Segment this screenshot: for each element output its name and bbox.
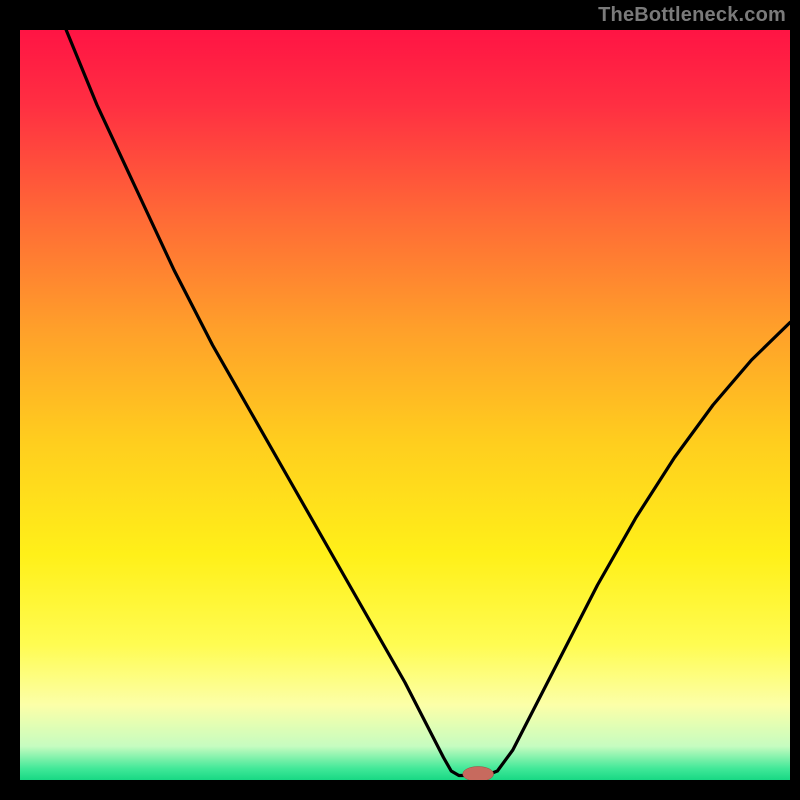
chart-frame: TheBottleneck.com bbox=[0, 0, 800, 800]
bottleneck-curve bbox=[20, 30, 790, 780]
valley-marker bbox=[463, 767, 494, 781]
watermark-text: TheBottleneck.com bbox=[598, 4, 786, 27]
plot-area bbox=[20, 30, 790, 780]
curve-path bbox=[66, 30, 790, 776]
